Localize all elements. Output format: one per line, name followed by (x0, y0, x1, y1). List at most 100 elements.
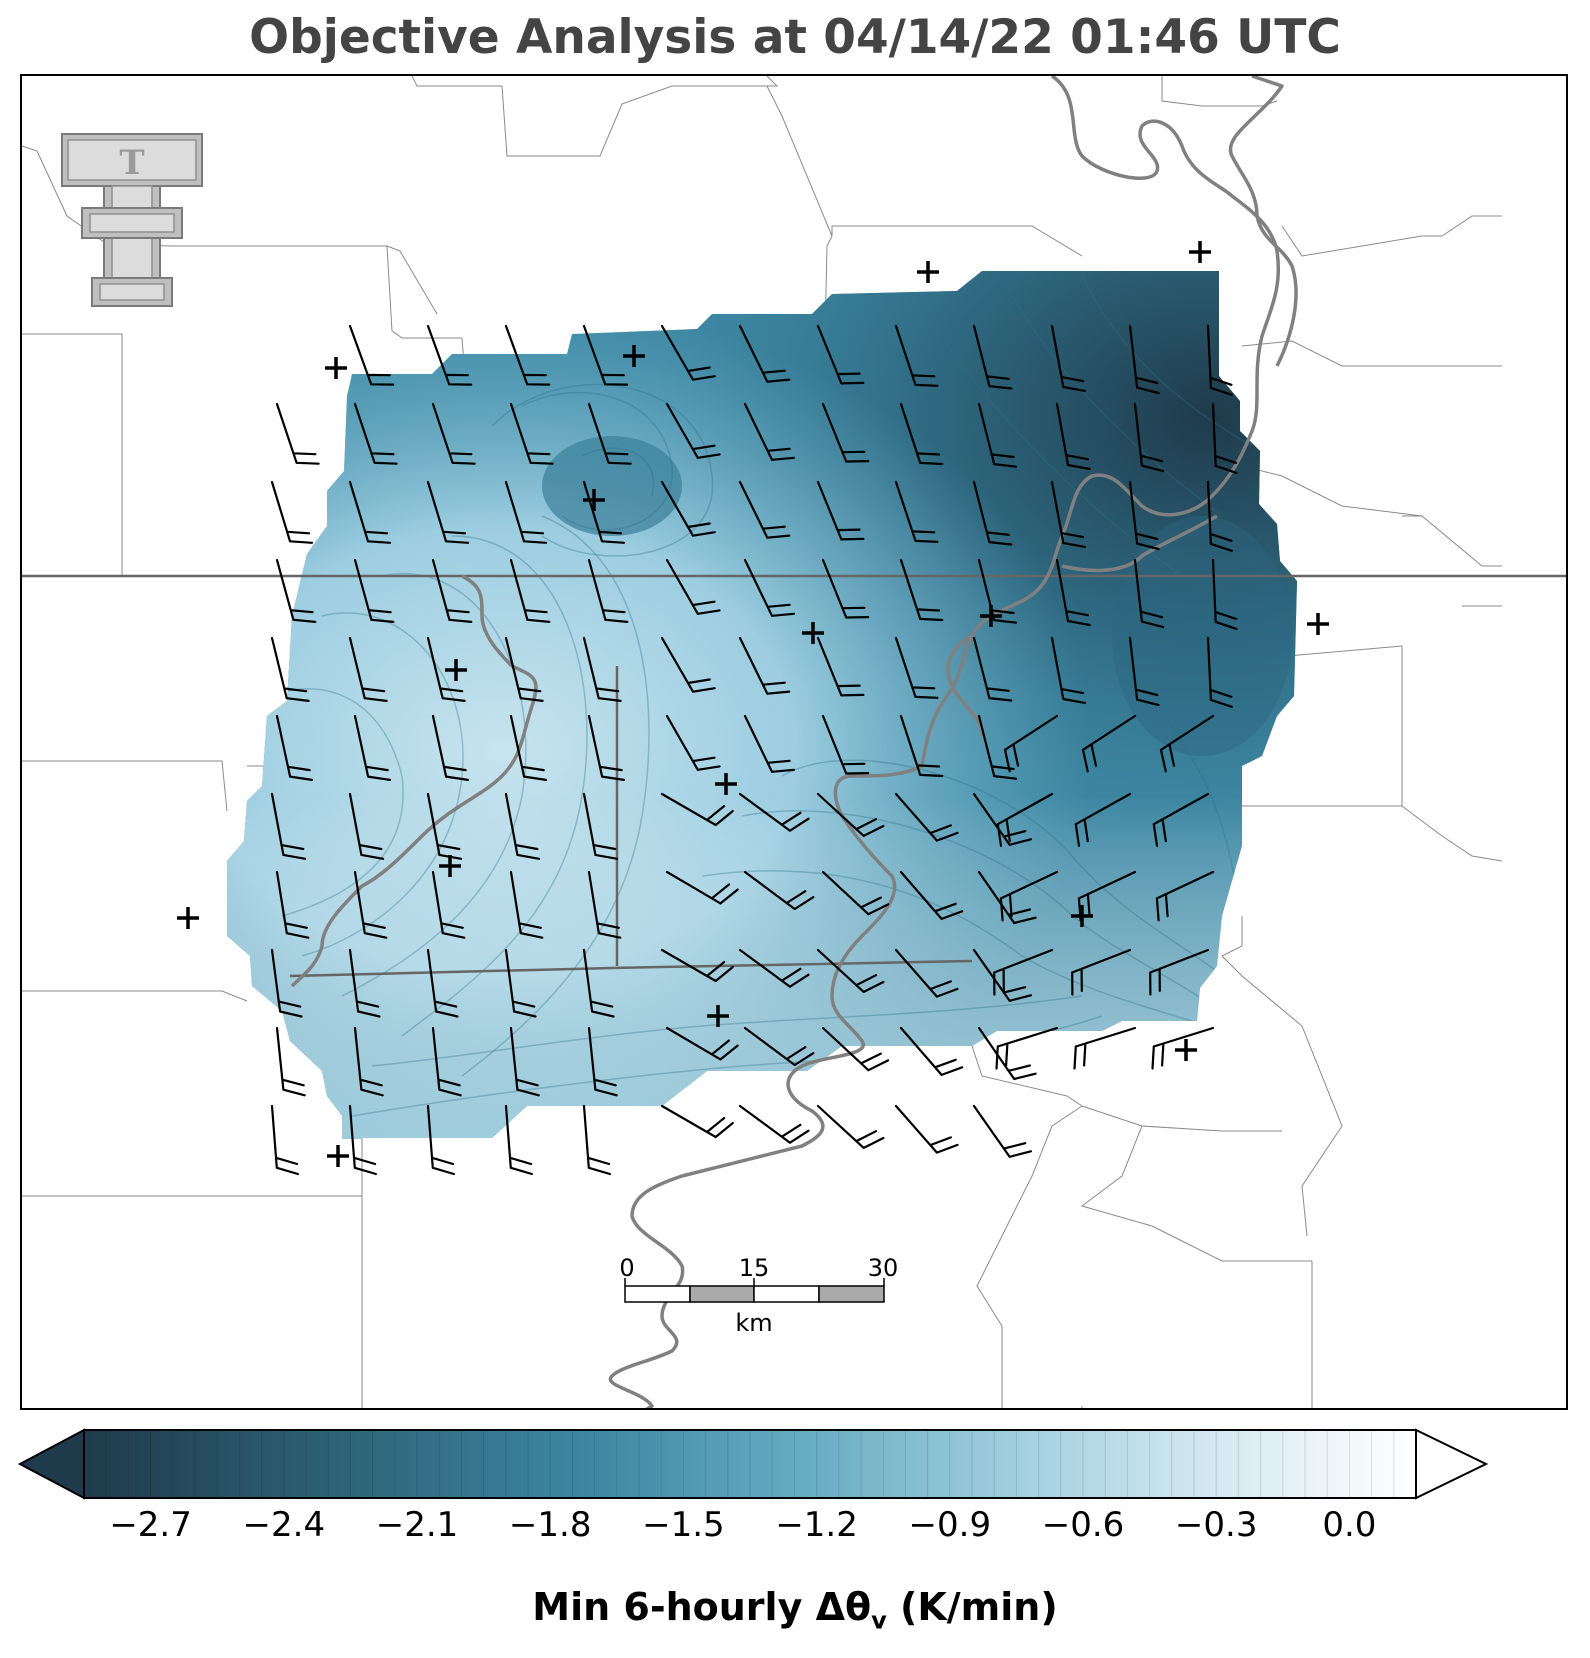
scale-label-15: 15 (739, 1254, 770, 1282)
wind-barb (738, 948, 810, 988)
map-canvas: T 0 15 30 km (22, 76, 1566, 1408)
wind-barb (1081, 714, 1137, 773)
wind-barb (821, 714, 870, 775)
wind-barb (972, 324, 1013, 390)
wind-barb (665, 714, 721, 771)
wind-barb (977, 402, 1018, 468)
scale-bar: 0 15 30 km (619, 1254, 898, 1337)
wind-barb (504, 324, 551, 386)
wind-barb (738, 1104, 810, 1144)
wind-barb (1055, 558, 1091, 627)
wind-barb (582, 792, 619, 860)
station-marker (325, 357, 347, 379)
station-marker (917, 261, 939, 283)
wind-barb (582, 1104, 611, 1176)
colorbar-tick-label: −1.2 (775, 1505, 858, 1545)
wind-barb (743, 870, 815, 911)
wind-barb (504, 636, 544, 702)
wind-barb (504, 948, 537, 1018)
wind-barb (270, 792, 307, 860)
wind-barb (509, 870, 544, 939)
wind-barb (899, 558, 944, 622)
wind-barb (1149, 948, 1210, 996)
wind-barb (1151, 1026, 1215, 1070)
station-marker (1071, 905, 1093, 927)
wind-barb (665, 870, 739, 905)
wind-barb (270, 948, 303, 1018)
wind-barb (582, 480, 626, 544)
colorbar-min-extend (17, 1428, 85, 1500)
wind-barb (348, 792, 385, 860)
wind-barb (899, 870, 964, 920)
wind-barb (660, 948, 734, 983)
wind-barb (1128, 636, 1160, 707)
wind-barb (1050, 636, 1086, 704)
colorbar-tick-labels: −2.7 −2.4 −2.1 −1.8 −1.5 −1.2 −0.9 −0.6 −0.3 0.0 (0, 1505, 1590, 1545)
wind-barb (894, 948, 959, 998)
colorbar-tick-label: −2.4 (242, 1505, 326, 1545)
station-marker (623, 345, 645, 367)
colorbar-tick-label: −0.9 (908, 1505, 992, 1545)
colorbar-tick-label: −1.5 (642, 1505, 725, 1545)
wind-barb (972, 1104, 1032, 1158)
wind-barb (270, 480, 314, 544)
station-marker (1189, 241, 1211, 263)
wind-barb (894, 792, 959, 842)
scale-label-0: 0 (619, 1254, 634, 1282)
wind-barb (270, 1104, 299, 1176)
wind-barb (348, 324, 395, 386)
wind-barb (1155, 870, 1215, 922)
wind-barb (275, 1026, 306, 1097)
wind-barb (899, 1026, 964, 1076)
wind-barb (509, 558, 551, 623)
station-marker (439, 855, 461, 877)
station-marker (980, 605, 1002, 627)
wind-barb (1206, 480, 1233, 552)
wind-barb (275, 558, 317, 623)
wind-barb (509, 714, 547, 781)
wind-barb (816, 324, 865, 385)
wind-barb (660, 480, 716, 537)
wind-barb (587, 714, 625, 781)
wind-barb (899, 714, 944, 778)
wind-barb (426, 480, 470, 544)
wind-barb (738, 636, 791, 695)
wind-barb (996, 792, 1054, 847)
wind-barb (1074, 792, 1132, 847)
wind-barb (821, 1026, 890, 1072)
wind-barb (660, 792, 734, 827)
wind-barb (1159, 714, 1215, 773)
wind-barb (270, 636, 310, 702)
wind-barb (972, 636, 1013, 702)
wind-barb (665, 558, 721, 615)
wind-barb (353, 1026, 384, 1097)
wind-barb (816, 636, 865, 697)
colorbar-max-extend (1415, 1428, 1489, 1500)
station-marker (715, 773, 737, 795)
wind-barb (816, 948, 885, 993)
wind-barb (587, 558, 629, 623)
wind-barb (1073, 1026, 1137, 1070)
wind-barb (899, 402, 944, 466)
wind-barb (275, 870, 310, 939)
wind-barb (1152, 792, 1210, 847)
wind-barb (738, 480, 791, 539)
colorbar-svg (17, 1428, 1489, 1500)
wind-barb (587, 1026, 618, 1097)
wind-barb (738, 792, 810, 832)
wind-barb (1128, 480, 1160, 551)
colorbar-tick-label: −0.6 (1041, 1505, 1125, 1545)
station-marker (445, 659, 467, 681)
wind-barb (353, 558, 395, 623)
wind-barb (504, 792, 541, 860)
wind-barb (738, 324, 791, 383)
station-markers (177, 241, 1329, 1167)
wind-barb (816, 792, 885, 837)
wind-barb (665, 1026, 739, 1061)
wind-barb (348, 1104, 377, 1176)
wind-barb (894, 1104, 959, 1154)
wind-barb (995, 1026, 1059, 1070)
map-panel[interactable]: T 0 15 30 km (20, 74, 1568, 1410)
wind-barb (504, 1104, 533, 1176)
wind-barb (275, 402, 320, 465)
